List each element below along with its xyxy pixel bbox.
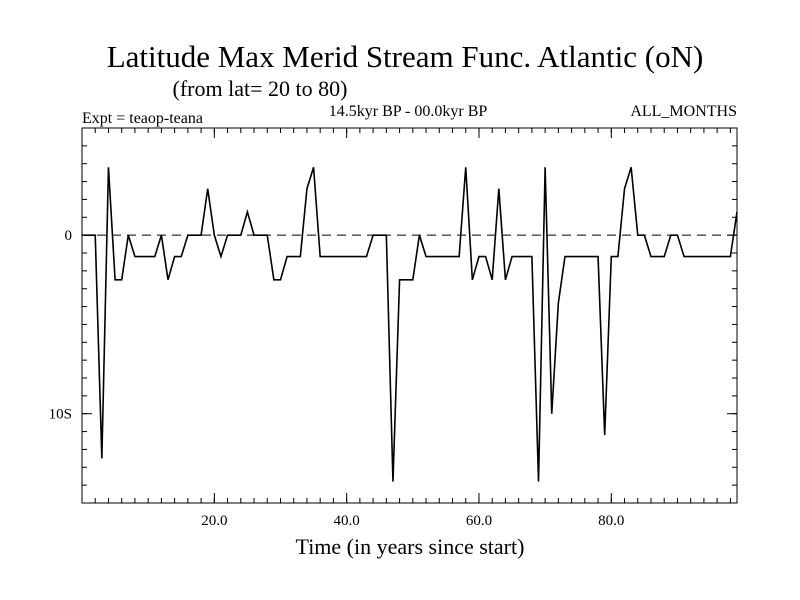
y-tick-label: 10S	[49, 407, 72, 423]
months-label: ALL_MONTHS	[630, 103, 737, 120]
time-range-label: 14.5kyr BP - 00.0kyr BP	[329, 103, 488, 120]
major-ticks	[82, 128, 737, 503]
x-tick-labels: 20.0 40.0 60.0 80.0	[201, 513, 624, 529]
x-tick-label: 60.0	[466, 513, 492, 529]
minor-ticks	[81, 127, 737, 504]
x-axis-label: Time (in years since start)	[296, 534, 525, 559]
y-tick-label: 0	[65, 228, 73, 244]
plot-frame	[81, 127, 738, 504]
chart-subtitle: (from lat= 20 to 80)	[173, 76, 348, 101]
x-tick-label: 20.0	[201, 513, 227, 529]
chart-title: Latitude Max Merid Stream Func. Atlantic…	[107, 39, 704, 74]
experiment-label: Expt = teaop-teana	[82, 110, 203, 127]
series-line-teaop-teana	[82, 167, 738, 482]
y-tick-labels: 0 10S	[49, 228, 72, 423]
x-tick-label: 40.0	[334, 513, 360, 529]
x-tick-label: 80.0	[598, 513, 624, 529]
